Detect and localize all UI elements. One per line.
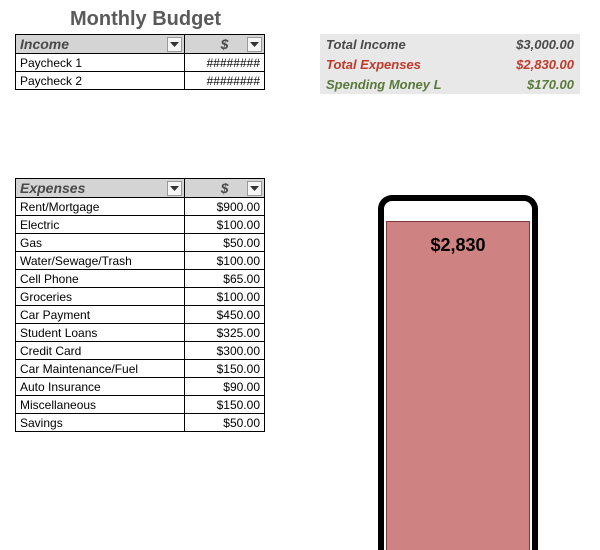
expenses-header-amount-text: $ — [221, 180, 229, 196]
cell-label[interactable]: Paycheck 1 — [16, 54, 185, 72]
cell-value[interactable]: $90.00 — [185, 378, 265, 396]
page-title: Monthly Budget — [70, 8, 221, 31]
table-row: Car Payment$450.00 — [16, 306, 265, 324]
cell-value[interactable]: $900.00 — [185, 198, 265, 216]
summary-label: Total Income — [320, 34, 475, 54]
cell-label[interactable]: Paycheck 2 — [16, 72, 185, 90]
expenses-header-label[interactable]: Expenses — [16, 179, 185, 198]
thermometer-value-label: $2,830 — [384, 235, 532, 256]
dropdown-icon[interactable] — [247, 181, 262, 196]
table-row: Student Loans$325.00 — [16, 324, 265, 342]
cell-label[interactable]: Student Loans — [16, 324, 185, 342]
expenses-header-amount[interactable]: $ — [185, 179, 265, 198]
cell-label[interactable]: Water/Sewage/Trash — [16, 252, 185, 270]
summary-row: Spending Money L$170.00 — [320, 74, 580, 94]
table-row: Credit Card$300.00 — [16, 342, 265, 360]
cell-label[interactable]: Savings — [16, 414, 185, 432]
cell-value[interactable]: $300.00 — [185, 342, 265, 360]
table-row: Gas$50.00 — [16, 234, 265, 252]
cell-value[interactable]: $100.00 — [185, 216, 265, 234]
cell-label[interactable]: Rent/Mortgage — [16, 198, 185, 216]
income-header-amount-text: $ — [221, 36, 229, 52]
table-row: Miscellaneous$150.00 — [16, 396, 265, 414]
summary-label: Total Expenses — [320, 54, 475, 74]
summary-label: Spending Money L — [320, 74, 475, 94]
thermometer-fill — [386, 221, 530, 550]
cell-label[interactable]: Electric — [16, 216, 185, 234]
expenses-header-label-text: Expenses — [20, 180, 85, 196]
cell-label[interactable]: Gas — [16, 234, 185, 252]
table-row: Water/Sewage/Trash$100.00 — [16, 252, 265, 270]
dropdown-icon[interactable] — [167, 37, 182, 52]
cell-label[interactable]: Auto Insurance — [16, 378, 185, 396]
cell-label[interactable]: Cell Phone — [16, 270, 185, 288]
summary-value: $170.00 — [475, 74, 580, 94]
table-row: Electric$100.00 — [16, 216, 265, 234]
cell-label[interactable]: Car Payment — [16, 306, 185, 324]
cell-value[interactable]: $50.00 — [185, 414, 265, 432]
income-header-amount[interactable]: $ — [185, 35, 265, 54]
cell-value[interactable]: $450.00 — [185, 306, 265, 324]
cell-value[interactable]: ######## — [185, 54, 265, 72]
cell-value[interactable]: $65.00 — [185, 270, 265, 288]
summary-table: Total Income$3,000.00Total Expenses$2,83… — [320, 34, 580, 94]
cell-value[interactable]: $100.00 — [185, 252, 265, 270]
table-row: Paycheck 2######## — [16, 72, 265, 90]
table-row: Auto Insurance$90.00 — [16, 378, 265, 396]
table-row: Groceries$100.00 — [16, 288, 265, 306]
cell-value[interactable]: $150.00 — [185, 396, 265, 414]
dropdown-icon[interactable] — [247, 37, 262, 52]
cell-label[interactable]: Groceries — [16, 288, 185, 306]
summary-value: $2,830.00 — [475, 54, 580, 74]
expenses-table: Expenses $ Rent/Mortgage$900.00Electric$… — [15, 178, 265, 432]
table-row: Rent/Mortgage$900.00 — [16, 198, 265, 216]
summary-row: Total Income$3,000.00 — [320, 34, 580, 54]
table-row: Savings$50.00 — [16, 414, 265, 432]
cell-value[interactable]: ######## — [185, 72, 265, 90]
table-row: Cell Phone$65.00 — [16, 270, 265, 288]
dropdown-icon[interactable] — [167, 181, 182, 196]
cell-label[interactable]: Credit Card — [16, 342, 185, 360]
income-table: Income $ Paycheck 1########Paycheck 2###… — [15, 34, 265, 90]
income-header-label-text: Income — [20, 36, 69, 52]
cell-label[interactable]: Miscellaneous — [16, 396, 185, 414]
cell-value[interactable]: $50.00 — [185, 234, 265, 252]
thermometer-chart: $2,830 — [378, 195, 538, 550]
cell-value[interactable]: $100.00 — [185, 288, 265, 306]
summary-value: $3,000.00 — [475, 34, 580, 54]
cell-value[interactable]: $150.00 — [185, 360, 265, 378]
table-row: Paycheck 1######## — [16, 54, 265, 72]
income-header-label[interactable]: Income — [16, 35, 185, 54]
cell-value[interactable]: $325.00 — [185, 324, 265, 342]
table-row: Car Maintenance/Fuel$150.00 — [16, 360, 265, 378]
cell-label[interactable]: Car Maintenance/Fuel — [16, 360, 185, 378]
summary-row: Total Expenses$2,830.00 — [320, 54, 580, 74]
